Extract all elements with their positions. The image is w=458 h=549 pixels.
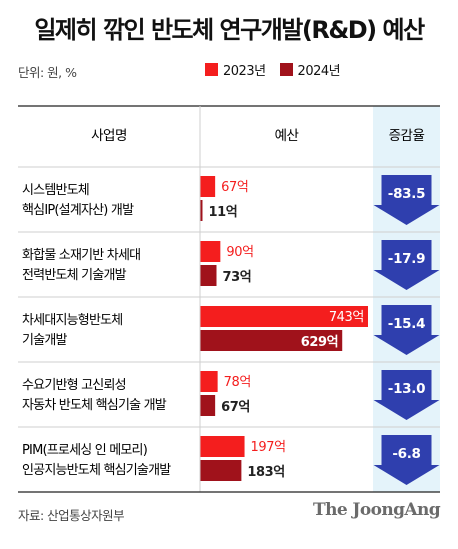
- change-rate-label: -17.9: [388, 251, 425, 267]
- down-arrow-icon: [373, 305, 440, 355]
- change-rate-label: -83.5: [388, 186, 425, 202]
- brand-logo: The JoongAng: [313, 500, 441, 520]
- bar-2024: [200, 395, 216, 416]
- change-rate-label: -13.0: [388, 381, 425, 397]
- down-arrow-icon: [373, 240, 440, 290]
- bar-2023: [200, 371, 218, 392]
- business-name-line2: 자동차 반도체 핵심기술 개발: [22, 398, 167, 413]
- chart-title: 일제히 깎인 반도체 연구개발(R&D) 예산: [34, 16, 425, 44]
- bar-2024: [200, 265, 217, 286]
- change-column-bg: [373, 106, 440, 492]
- legend: 2023년 2024년: [205, 60, 354, 79]
- data-label-2023: 67억: [221, 180, 248, 195]
- down-arrow-icon: [373, 370, 440, 420]
- bar-2024: [200, 200, 203, 221]
- down-arrow-icon: [373, 435, 440, 485]
- legend-item-2024: 2024년: [279, 60, 341, 79]
- data-label-2023: 197억: [251, 440, 286, 455]
- bar-2024: [200, 330, 343, 351]
- header-budget: 예산: [275, 128, 299, 144]
- bar-2023: [200, 241, 221, 262]
- business-name-line2: 기술개발: [22, 333, 67, 348]
- change-rate-label: -15.4: [388, 316, 425, 332]
- unit-label: 단위: 원, %: [18, 65, 77, 80]
- source-label: 자료: 산업통상자원부: [18, 508, 125, 523]
- business-name-line1: 시스템반도체: [22, 183, 89, 198]
- legend-swatch-2024: [279, 63, 293, 76]
- legend-swatch-2023: [205, 63, 218, 76]
- data-label-2024: 73억: [223, 270, 252, 285]
- data-label-2024: 629억: [301, 335, 339, 350]
- header-change: 증감율: [389, 128, 425, 144]
- data-label-2024: 183억: [247, 465, 284, 480]
- bar-2023: [200, 306, 368, 327]
- bar-2024: [200, 460, 242, 481]
- data-label-2023: 90억: [226, 245, 253, 260]
- legend-label-2024: 2024년: [297, 64, 341, 79]
- data-label-2023: 743억: [329, 310, 364, 325]
- down-arrow-icon: [373, 175, 440, 225]
- business-name-line1: 화합물 소재기반 차세대: [22, 248, 140, 263]
- legend-item-2023: 2023년: [205, 60, 266, 79]
- data-label-2024: 67억: [221, 400, 250, 415]
- legend-label-2023: 2023년: [223, 64, 266, 79]
- bar-2023: [200, 176, 216, 197]
- bar-2023: [200, 436, 245, 457]
- data-label-2023: 78억: [224, 375, 251, 390]
- business-name-line2: 전력반도체 기술개발: [22, 268, 127, 283]
- business-name-line1: PIM(프로세싱 인 메모리): [22, 443, 147, 458]
- change-rate-label: -6.8: [392, 446, 420, 462]
- business-name-line1: 수요기반형 고신뢰성: [22, 378, 126, 393]
- header-business: 사업명: [91, 128, 127, 144]
- business-name-line1: 차세대지능형반도체: [22, 313, 122, 328]
- business-name-line2: 핵심IP(설계자산) 개발: [22, 203, 134, 218]
- data-label-2024: 11억: [208, 205, 237, 220]
- business-name-line2: 인공지능반도체 핵심기술개발: [22, 463, 171, 478]
